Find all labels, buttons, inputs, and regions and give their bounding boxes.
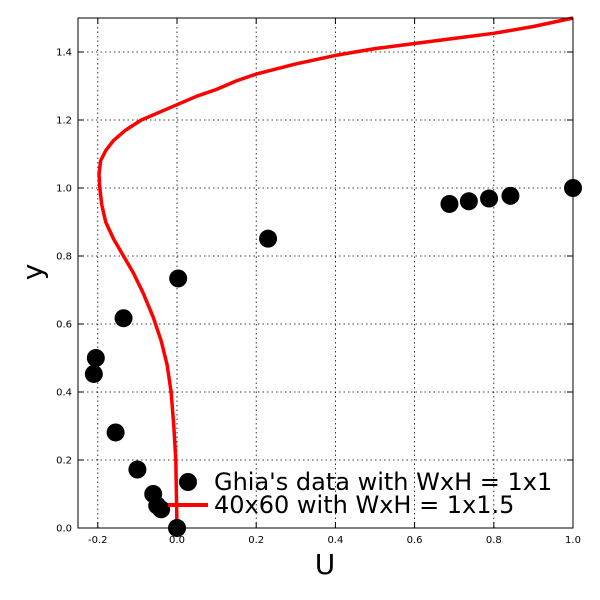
series-layer (84, 16, 582, 537)
x-axis-title: U (315, 548, 336, 581)
legend-label-40x60: 40x60 with WxH = 1x1.5 (214, 491, 514, 519)
y-tick-label: 1.2 (56, 116, 72, 127)
y-tick-label: 0.8 (56, 252, 72, 263)
legend-marker-ghia (179, 473, 197, 491)
data-point-ghia (440, 194, 459, 213)
data-point-ghia (169, 269, 188, 288)
data-point-ghia (106, 423, 125, 442)
series-line-40x60 (97, 16, 574, 529)
data-point-ghia (144, 485, 163, 503)
y-tick-label: 0.4 (56, 388, 72, 399)
x-tick-label: -0.2 (88, 535, 108, 546)
data-point-ghia (501, 186, 520, 205)
legend: Ghia's data with WxH = 1x1 40x60 with Wx… (168, 468, 552, 519)
x-tick-label: 0.0 (169, 535, 185, 546)
x-tick-label: 0.8 (486, 535, 502, 546)
grid (78, 18, 574, 529)
data-point-ghia (259, 229, 278, 248)
x-tick-label: 0.2 (248, 535, 264, 546)
ticks: -0.2 0.0 0.2 0.4 0.6 0.8 1.0 0.0 0.2 0.4 0.6 0.8 1.0… (56, 18, 581, 546)
y-tick-label: 0.2 (56, 456, 72, 467)
data-point-ghia (114, 309, 133, 328)
y-axis-title: y (16, 264, 49, 281)
x-tick-label: 1.0 (565, 535, 581, 546)
plot-frame (77, 17, 574, 529)
y-tick-label: 1.4 (56, 48, 72, 59)
data-point-ghia (459, 192, 478, 211)
y-tick-label: 1.0 (56, 184, 72, 195)
data-point-ghia (128, 460, 147, 479)
x-tick-label: 0.4 (327, 535, 343, 546)
y-tick-label: 0.6 (56, 320, 72, 331)
data-point-ghia (86, 349, 105, 367)
y-tick-label: 0.0 (56, 524, 72, 535)
legend-label-ghia: Ghia's data with WxH = 1x1 (214, 468, 552, 496)
data-point-ghia (84, 364, 103, 383)
x-tick-label: 0.6 (407, 535, 423, 546)
data-point-ghia (480, 189, 499, 208)
